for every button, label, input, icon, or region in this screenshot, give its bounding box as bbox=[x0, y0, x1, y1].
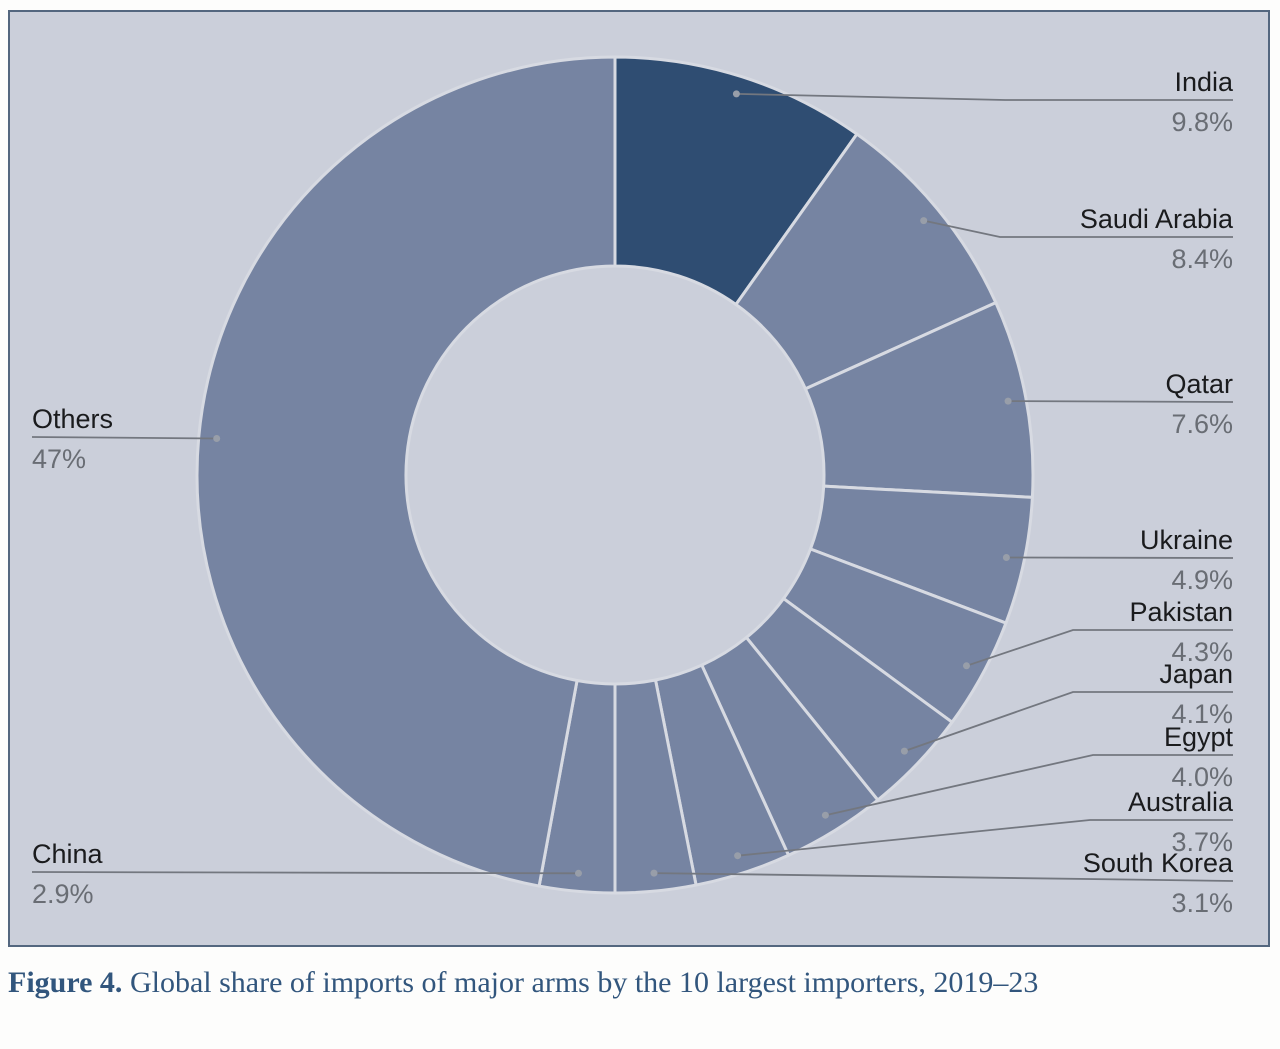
slice-value-south-korea: 3.1% bbox=[1171, 888, 1233, 918]
leader-dot-south-korea bbox=[650, 869, 658, 877]
slice-label-saudi-arabia: Saudi Arabia bbox=[1080, 204, 1234, 234]
slice-label-qatar: Qatar bbox=[1165, 369, 1233, 399]
figure-caption-number: Figure 4. bbox=[8, 966, 123, 999]
slice-value-australia: 3.7% bbox=[1171, 827, 1233, 857]
leader-dot-ukraine bbox=[1002, 554, 1010, 561]
leader-line-qatar bbox=[1008, 400, 1234, 403]
slice-label-china: China bbox=[32, 839, 104, 869]
slice-value-india: 9.8% bbox=[1171, 107, 1233, 137]
leader-line-south-korea bbox=[653, 872, 1234, 882]
leader-line-australia bbox=[737, 819, 1233, 857]
leader-line-ukraine bbox=[1006, 556, 1234, 559]
slice-label-india: India bbox=[1174, 67, 1234, 97]
leader-dot-japan bbox=[900, 747, 908, 755]
leader-line-others bbox=[31, 436, 217, 440]
leader-line-india bbox=[736, 93, 1233, 101]
slice-label-egypt: Egypt bbox=[1164, 722, 1234, 752]
leader-dot-others bbox=[213, 435, 221, 442]
slice-value-saudi-arabia: 8.4% bbox=[1171, 244, 1233, 274]
slice-value-china: 2.9% bbox=[32, 879, 94, 909]
slice-label-others: Others bbox=[32, 404, 113, 434]
leader-dot-qatar bbox=[1004, 397, 1012, 405]
slice-value-qatar: 7.6% bbox=[1171, 409, 1233, 439]
leader-line-pakistan bbox=[966, 629, 1233, 667]
figure-caption: Figure 4. Global share of imports of maj… bbox=[8, 962, 1218, 1003]
slice-value-others: 47% bbox=[32, 444, 86, 474]
leader-line-egypt bbox=[825, 754, 1233, 817]
slice-value-pakistan: 4.3% bbox=[1171, 637, 1233, 667]
leader-dot-pakistan bbox=[963, 662, 970, 670]
slice-label-australia: Australia bbox=[1128, 787, 1234, 817]
slice-label-pakistan: Pakistan bbox=[1129, 597, 1233, 627]
figure-caption-text: Global share of imports of major arms by… bbox=[129, 966, 1039, 999]
leader-dot-egypt bbox=[821, 811, 829, 819]
leader-dot-india bbox=[732, 90, 740, 98]
leader-line-japan bbox=[904, 691, 1233, 752]
slice-label-south-korea: South Korea bbox=[1083, 848, 1234, 878]
slice-label-japan: Japan bbox=[1159, 659, 1233, 689]
leader-dot-australia bbox=[734, 852, 742, 860]
slice-others bbox=[195, 55, 617, 888]
slice-india bbox=[613, 55, 859, 307]
chart-panel: India 9.8% Saudi Arabia 8.4% Qatar 7.6% Ukrain… bbox=[8, 10, 1270, 947]
donut-chart: India 9.8% Saudi Arabia 8.4% Qatar 7.6% Ukrain… bbox=[31, 55, 1234, 918]
leader-dot-saudi-arabia bbox=[920, 217, 928, 225]
slice-value-egypt: 4.0% bbox=[1171, 762, 1233, 792]
leader-dot-china bbox=[575, 869, 582, 877]
leader-line-saudi-arabia bbox=[923, 219, 1233, 238]
slice-value-japan: 4.1% bbox=[1171, 699, 1233, 729]
slice-value-ukraine: 4.9% bbox=[1171, 565, 1233, 595]
leader-line-china bbox=[31, 871, 579, 875]
slice-label-ukraine: Ukraine bbox=[1140, 525, 1233, 555]
